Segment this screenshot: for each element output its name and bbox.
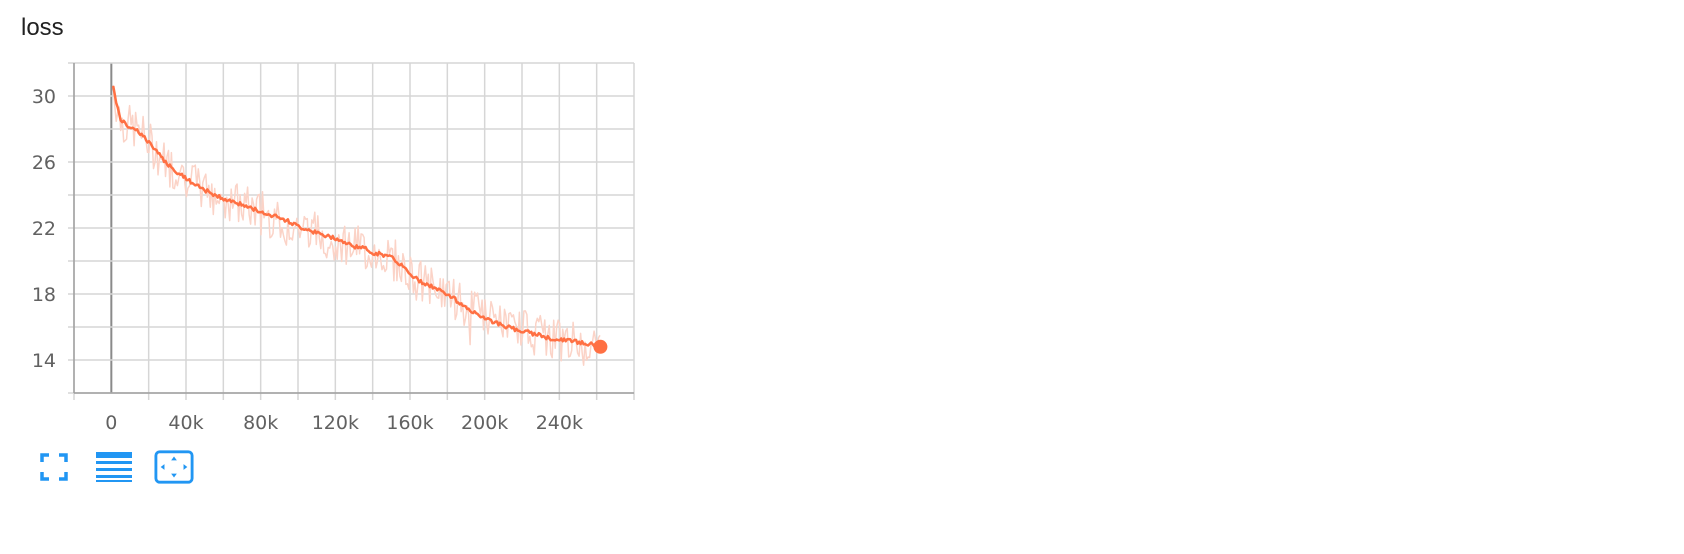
loss-chart[interactable]: 0 40k 80k 120k 160k 200k 240k 14 18 22 26 30 — [0, 50, 700, 440]
toggle-log-button[interactable] — [94, 449, 134, 485]
grid-lines — [68, 62, 635, 400]
y-tick-label: 30 — [32, 86, 56, 108]
fit-domain-icon — [154, 450, 194, 484]
axis-ticks: 0 40k 80k 120k 160k 200k 240k 14 18 22 26 30 — [32, 86, 583, 434]
fullscreen-icon — [40, 453, 68, 481]
y-tick-label: 26 — [32, 152, 56, 174]
fit-domain-button[interactable] — [154, 449, 194, 485]
lines-icon — [96, 452, 132, 482]
y-tick-label: 22 — [32, 218, 56, 240]
x-tick-label: 240k — [536, 412, 583, 434]
chart-toolbar — [34, 448, 214, 486]
last-point-marker — [593, 339, 608, 354]
raw-loss-line — [112, 84, 601, 366]
fullscreen-button[interactable] — [34, 449, 74, 485]
x-tick-label: 200k — [461, 412, 508, 434]
y-tick-label: 18 — [32, 284, 56, 306]
smoothed-series — [111, 85, 608, 354]
x-tick-label: 0 — [105, 412, 117, 434]
x-tick-label: 160k — [386, 412, 433, 434]
y-tick-label: 14 — [32, 350, 56, 372]
smoothed-loss-line — [111, 85, 601, 348]
chart-title: loss — [21, 14, 64, 41]
raw-series — [112, 84, 601, 366]
x-tick-label: 40k — [168, 412, 203, 434]
x-tick-label: 80k — [243, 412, 278, 434]
x-tick-label: 120k — [312, 412, 359, 434]
